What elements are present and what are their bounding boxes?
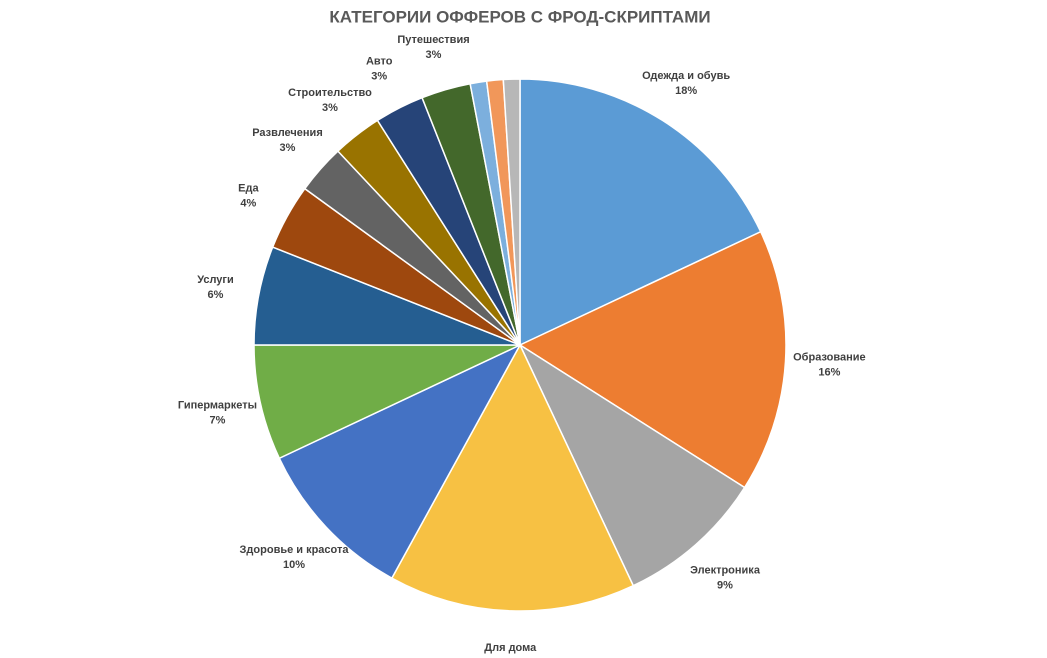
slice-label: Образование [793, 351, 866, 363]
slice-value-label: 3% [426, 49, 442, 61]
slice-label: Электроника [690, 564, 761, 576]
slice-label: Гипермаркеты [178, 400, 257, 412]
slice-value-label: 9% [717, 579, 733, 591]
slice-value-label: 10% [283, 559, 305, 571]
slice-label: Одежда и обувь [642, 70, 730, 82]
slice-value-label: 18% [675, 85, 697, 97]
slice-value-label: 3% [280, 142, 296, 154]
pie-slice [253, 344, 521, 460]
slice-label: Путешествия [397, 34, 469, 46]
slice-value-label: 6% [208, 289, 224, 301]
slice-value-label: 7% [210, 415, 226, 427]
pie-slice [519, 78, 762, 347]
pie-slice [502, 78, 521, 346]
pie-slice [390, 343, 635, 612]
slice-value-label: 15% [499, 657, 521, 658]
chart-title: КАТЕГОРИИ ОФФЕРОВ С ФРОД-СКРИПТАМИ [329, 7, 710, 26]
slice-label: Строительство [288, 87, 372, 99]
pie-slice [278, 343, 522, 580]
slice-value-label: 3% [322, 102, 338, 114]
slice-label: Услуги [197, 274, 234, 286]
slice-label: Для дома [484, 642, 537, 654]
slice-label: Еда [238, 183, 259, 195]
pie-slice [518, 342, 746, 587]
slice-value-label: 4% [240, 198, 256, 210]
slice-label: Авто [366, 56, 393, 68]
slice-value-label: 3% [371, 71, 387, 83]
slice-value-label: 16% [818, 366, 840, 378]
slice-label: Развлечения [252, 127, 323, 139]
slice-label: Здоровье и красота [240, 544, 350, 556]
pie-slice [518, 230, 787, 489]
